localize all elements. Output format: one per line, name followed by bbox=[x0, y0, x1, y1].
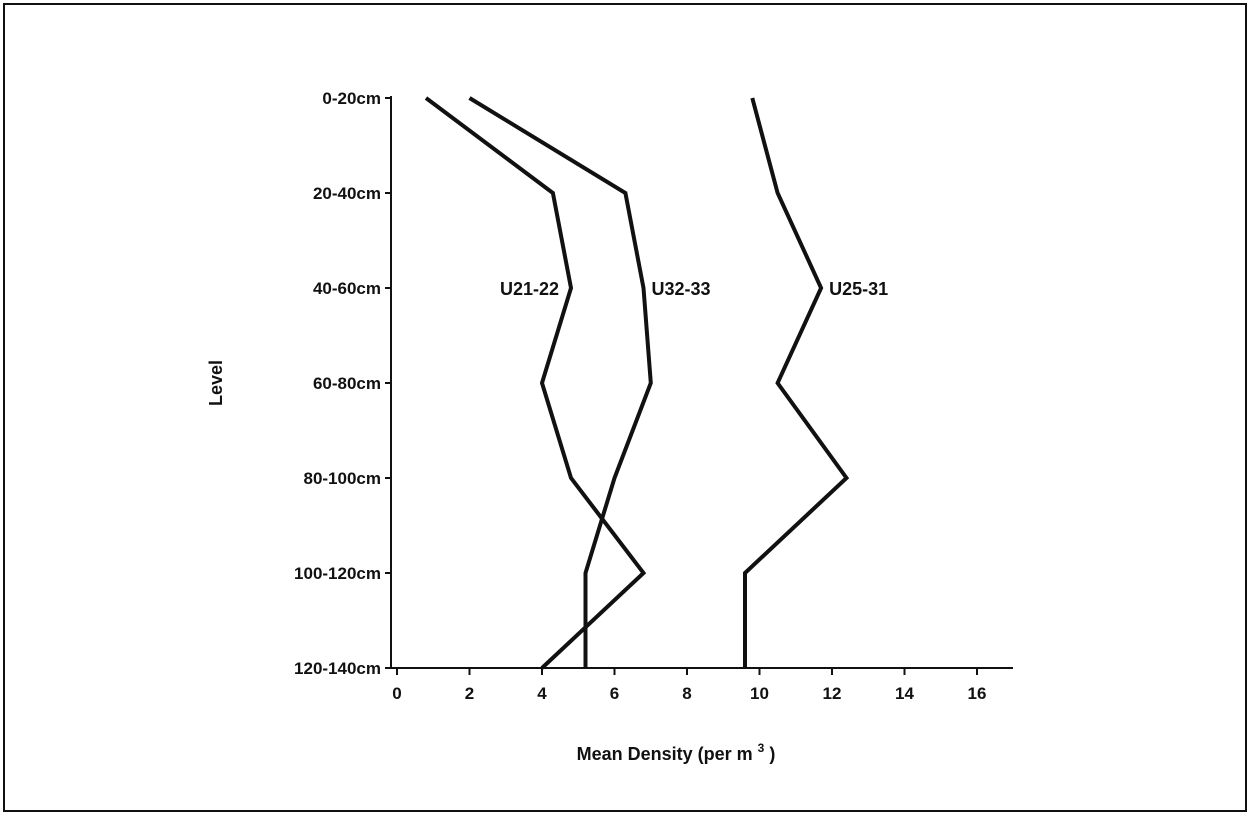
series-label-u21-22: U21-22 bbox=[500, 279, 559, 299]
x-tick-label: 12 bbox=[823, 684, 842, 703]
x-axis-title-main: Mean Density (per m bbox=[577, 744, 753, 764]
x-axis-title: Mean Density (per m 3 ) bbox=[577, 736, 776, 764]
x-axis-title-suffix: ) bbox=[769, 744, 775, 764]
series-label-u25-31: U25-31 bbox=[829, 279, 888, 299]
x-tick-label: 6 bbox=[610, 684, 619, 703]
series-line-u25-31 bbox=[743, 97, 850, 668]
axes: 0-20cm 20-40cm 40-60cm 60-80cm 80-100cm 100-1… bbox=[294, 89, 1013, 703]
y-tick-label: 0-20cm bbox=[322, 89, 381, 108]
x-tick-label: 14 bbox=[895, 684, 914, 703]
series-lines bbox=[424, 96, 850, 670]
figure-frame bbox=[3, 3, 1247, 812]
x-tick-label: 0 bbox=[392, 684, 401, 703]
series-line-u32-33 bbox=[468, 96, 653, 668]
series-labels: U21-22 U32-33 U25-31 bbox=[500, 279, 888, 299]
y-tick-label: 20-40cm bbox=[313, 184, 381, 203]
x-axis-title-superscript: 3 bbox=[758, 741, 765, 755]
y-tick-label: 100-120cm bbox=[294, 564, 381, 583]
y-axis-title: Level bbox=[206, 360, 226, 406]
x-tick-label: 16 bbox=[968, 684, 987, 703]
x-tick-label: 4 bbox=[537, 684, 547, 703]
series-label-u32-33: U32-33 bbox=[652, 279, 711, 299]
x-tick-label: 2 bbox=[465, 684, 474, 703]
y-tick-label: 120-140cm bbox=[294, 659, 381, 678]
x-tick-label: 8 bbox=[682, 684, 691, 703]
y-tick-label: 40-60cm bbox=[313, 279, 381, 298]
y-tick-label: 80-100cm bbox=[303, 469, 381, 488]
x-tick-label: 10 bbox=[750, 684, 769, 703]
y-tick-label: 60-80cm bbox=[313, 374, 381, 393]
